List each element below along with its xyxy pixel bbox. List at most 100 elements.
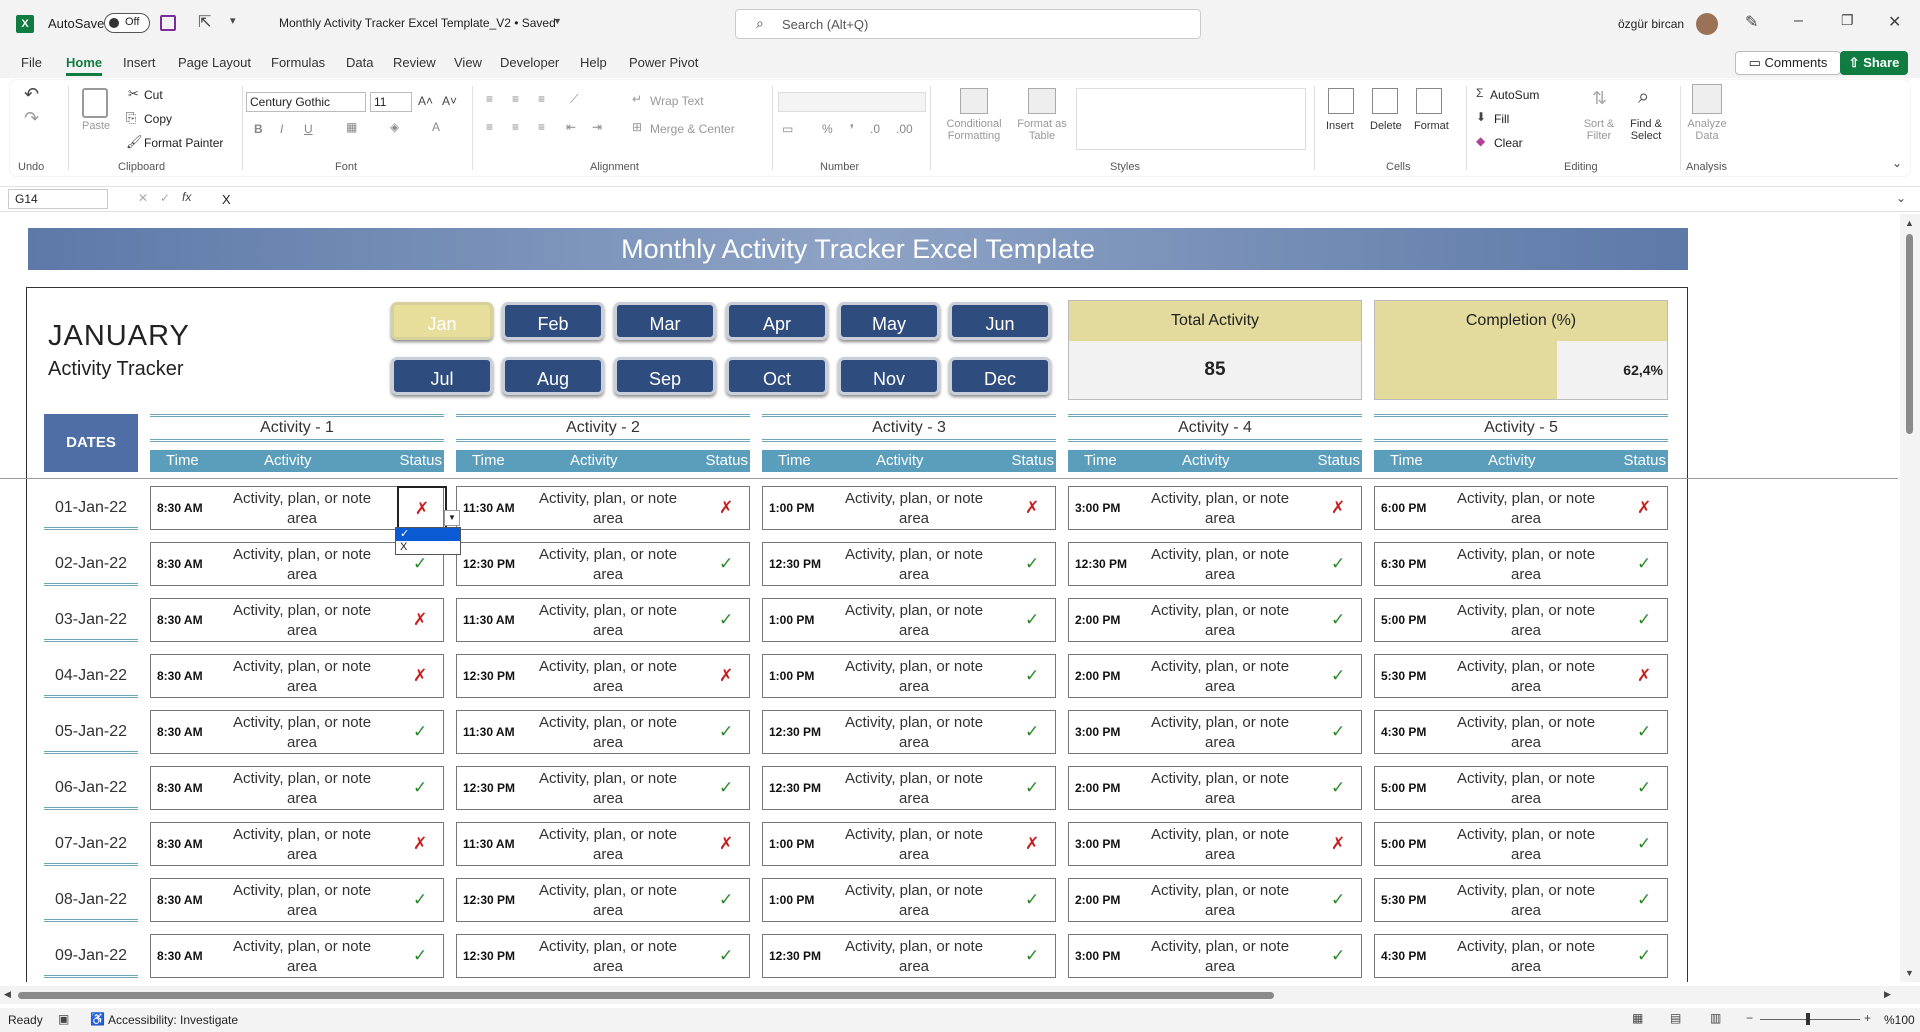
tab-file[interactable]: File (21, 55, 42, 70)
status-check-icon[interactable]: ✓ (719, 890, 734, 909)
status-x-icon[interactable]: ✗ (719, 666, 734, 685)
status-check-icon[interactable]: ✓ (413, 890, 428, 909)
status-check-icon[interactable]: ✓ (1025, 778, 1040, 797)
activity-note[interactable]: Activity, plan, or note area (844, 826, 984, 863)
maximize-icon[interactable]: ❐ (1841, 12, 1854, 28)
accessibility-status[interactable]: Accessibility: Investigate (108, 1013, 239, 1027)
activity-cell[interactable]: 2:00 PM Activity, plan, or note area ✓ (1068, 878, 1362, 922)
tab-data[interactable]: Data (346, 55, 374, 70)
month-button-sep[interactable]: Sep (614, 357, 716, 395)
activity-note[interactable]: Activity, plan, or note area (1150, 490, 1290, 527)
tab-formulas[interactable]: Formulas (271, 55, 326, 70)
format-as-table-button[interactable]: Format as Table (1017, 118, 1067, 142)
activity-note[interactable]: Activity, plan, or note area (538, 882, 678, 919)
activity-cell[interactable]: 1:00 PM Activity, plan, or note area ✗ (762, 822, 1056, 866)
tab-review[interactable]: Review (393, 55, 436, 70)
status-x-icon[interactable]: ✗ (413, 834, 428, 853)
dropdown-option-check[interactable]: ✓ (396, 528, 460, 541)
activity-cell[interactable]: 11:30 AM Activity, plan, or note area ✗ (456, 486, 750, 530)
status-x-icon[interactable]: ✗ (397, 486, 447, 530)
status-x-icon[interactable]: ✗ (1637, 498, 1652, 517)
status-check-icon[interactable]: ✓ (1637, 946, 1652, 965)
activity-cell[interactable]: 11:30 AM Activity, plan, or note area ✓ (456, 710, 750, 754)
activity-cell[interactable]: 4:30 PM Activity, plan, or note area ✓ (1374, 710, 1668, 754)
activity-cell[interactable]: 8:30 AM Activity, plan, or note area ✓ (150, 878, 444, 922)
status-check-icon[interactable]: ✓ (1637, 890, 1652, 909)
zoom-level[interactable]: %100 (1884, 1013, 1915, 1027)
status-check-icon[interactable]: ✓ (719, 722, 734, 741)
activity-note[interactable]: Activity, plan, or note area (1150, 658, 1290, 695)
vertical-scrollbar[interactable]: ▲ ▼ (1900, 214, 1920, 982)
month-button-may[interactable]: May (838, 302, 940, 340)
activity-cell[interactable]: 3:00 PM Activity, plan, or note area ✓ (1068, 710, 1362, 754)
activity-note[interactable]: Activity, plan, or note area (844, 490, 984, 527)
activity-cell[interactable]: 12:30 PM Activity, plan, or note area ✓ (762, 710, 1056, 754)
scroll-up-icon[interactable]: ▲ (1905, 218, 1914, 228)
normal-view-icon[interactable]: ▦ (1632, 1011, 1644, 1025)
activity-note[interactable]: Activity, plan, or note area (1456, 490, 1596, 527)
activity-cell[interactable]: 2:00 PM Activity, plan, or note area ✓ (1068, 766, 1362, 810)
scroll-thumb-horizontal[interactable] (18, 992, 1274, 999)
status-check-icon[interactable]: ✓ (1331, 610, 1346, 629)
cut-button[interactable]: Cut (144, 88, 163, 102)
activity-note[interactable]: Activity, plan, or note area (232, 938, 372, 975)
insert-cells-button[interactable]: Insert (1326, 120, 1354, 132)
status-check-icon[interactable]: ✓ (1637, 834, 1652, 853)
fill-color-icon[interactable]: ◈ (390, 120, 400, 134)
activity-note[interactable]: Activity, plan, or note area (1456, 938, 1596, 975)
increase-font-icon[interactable]: A˄ (418, 94, 434, 108)
activity-cell[interactable]: 12:30 PM Activity, plan, or note area ✓ (456, 934, 750, 978)
status-x-icon[interactable]: ✗ (1637, 666, 1652, 685)
activity-cell[interactable]: 12:30 PM Activity, plan, or note area ✓ (456, 766, 750, 810)
activity-note[interactable]: Activity, plan, or note area (1456, 826, 1596, 863)
status-check-icon[interactable]: ✓ (1331, 722, 1346, 741)
scroll-right-icon[interactable]: ▶ (1884, 989, 1891, 999)
activity-cell[interactable]: 11:30 AM Activity, plan, or note area ✗ (456, 822, 750, 866)
pen-icon[interactable]: ✎ (1745, 14, 1759, 31)
activity-note[interactable]: Activity, plan, or note area (1456, 602, 1596, 639)
activity-note[interactable]: Activity, plan, or note area (538, 602, 678, 639)
cell-styles-gallery[interactable] (1076, 88, 1306, 150)
activity-cell[interactable]: 8:30 AM Activity, plan, or note area ✗ (150, 822, 444, 866)
fill-button[interactable]: Fill (1494, 112, 1510, 126)
cursor-select-icon[interactable]: ⇱ (198, 14, 212, 31)
activity-note[interactable]: Activity, plan, or note area (232, 546, 372, 583)
delete-cells-button[interactable]: Delete (1370, 120, 1402, 132)
status-x-icon[interactable]: ✗ (413, 610, 428, 629)
comments-button[interactable]: ▭ Comments (1735, 51, 1841, 75)
status-check-icon[interactable]: ✓ (719, 946, 734, 965)
tab-home[interactable]: Home (66, 55, 103, 76)
status-x-icon[interactable]: ✗ (1331, 498, 1346, 517)
status-x-icon[interactable]: ✗ (719, 834, 734, 853)
activity-note[interactable]: Activity, plan, or note area (844, 658, 984, 695)
status-x-icon[interactable]: ✗ (719, 498, 734, 517)
zoom-out-icon[interactable]: − (1746, 1011, 1754, 1025)
decrease-font-icon[interactable]: A˅ (442, 94, 458, 108)
number-format-select[interactable] (778, 92, 926, 112)
status-check-icon[interactable]: ✓ (1331, 946, 1346, 965)
activity-note[interactable]: Activity, plan, or note area (1150, 938, 1290, 975)
user-name[interactable]: özgür bircan (1618, 17, 1685, 31)
align-center-icon[interactable]: ≡ (512, 120, 520, 134)
status-check-icon[interactable]: ✓ (1331, 890, 1346, 909)
status-check-icon[interactable]: ✓ (1637, 554, 1652, 573)
save-icon[interactable] (160, 15, 176, 31)
activity-note[interactable]: Activity, plan, or note area (844, 714, 984, 751)
scroll-down-icon[interactable]: ▼ (1905, 968, 1914, 978)
dropdown-arrow-button[interactable]: ▼ (444, 510, 460, 526)
decrease-indent-icon[interactable]: ⇤ (566, 120, 577, 134)
italic-icon[interactable]: I (280, 122, 284, 136)
activity-note[interactable]: Activity, plan, or note area (538, 714, 678, 751)
activity-note[interactable]: Activity, plan, or note area (1456, 770, 1596, 807)
font-color-icon[interactable]: A (432, 120, 441, 134)
collapse-ribbon-icon[interactable]: ⌄ (1892, 156, 1903, 170)
activity-note[interactable]: Activity, plan, or note area (232, 882, 372, 919)
status-check-icon[interactable]: ✓ (719, 778, 734, 797)
horizontal-scrollbar[interactable]: ◀ ▶ (0, 986, 1920, 1004)
activity-note[interactable]: Activity, plan, or note area (844, 602, 984, 639)
status-dropdown-list[interactable]: ✓ X (395, 527, 461, 555)
status-check-icon[interactable]: ✓ (1331, 554, 1346, 573)
clear-button[interactable]: Clear (1494, 136, 1523, 150)
month-button-nov[interactable]: Nov (838, 357, 940, 395)
status-check-icon[interactable]: ✓ (1025, 554, 1040, 573)
